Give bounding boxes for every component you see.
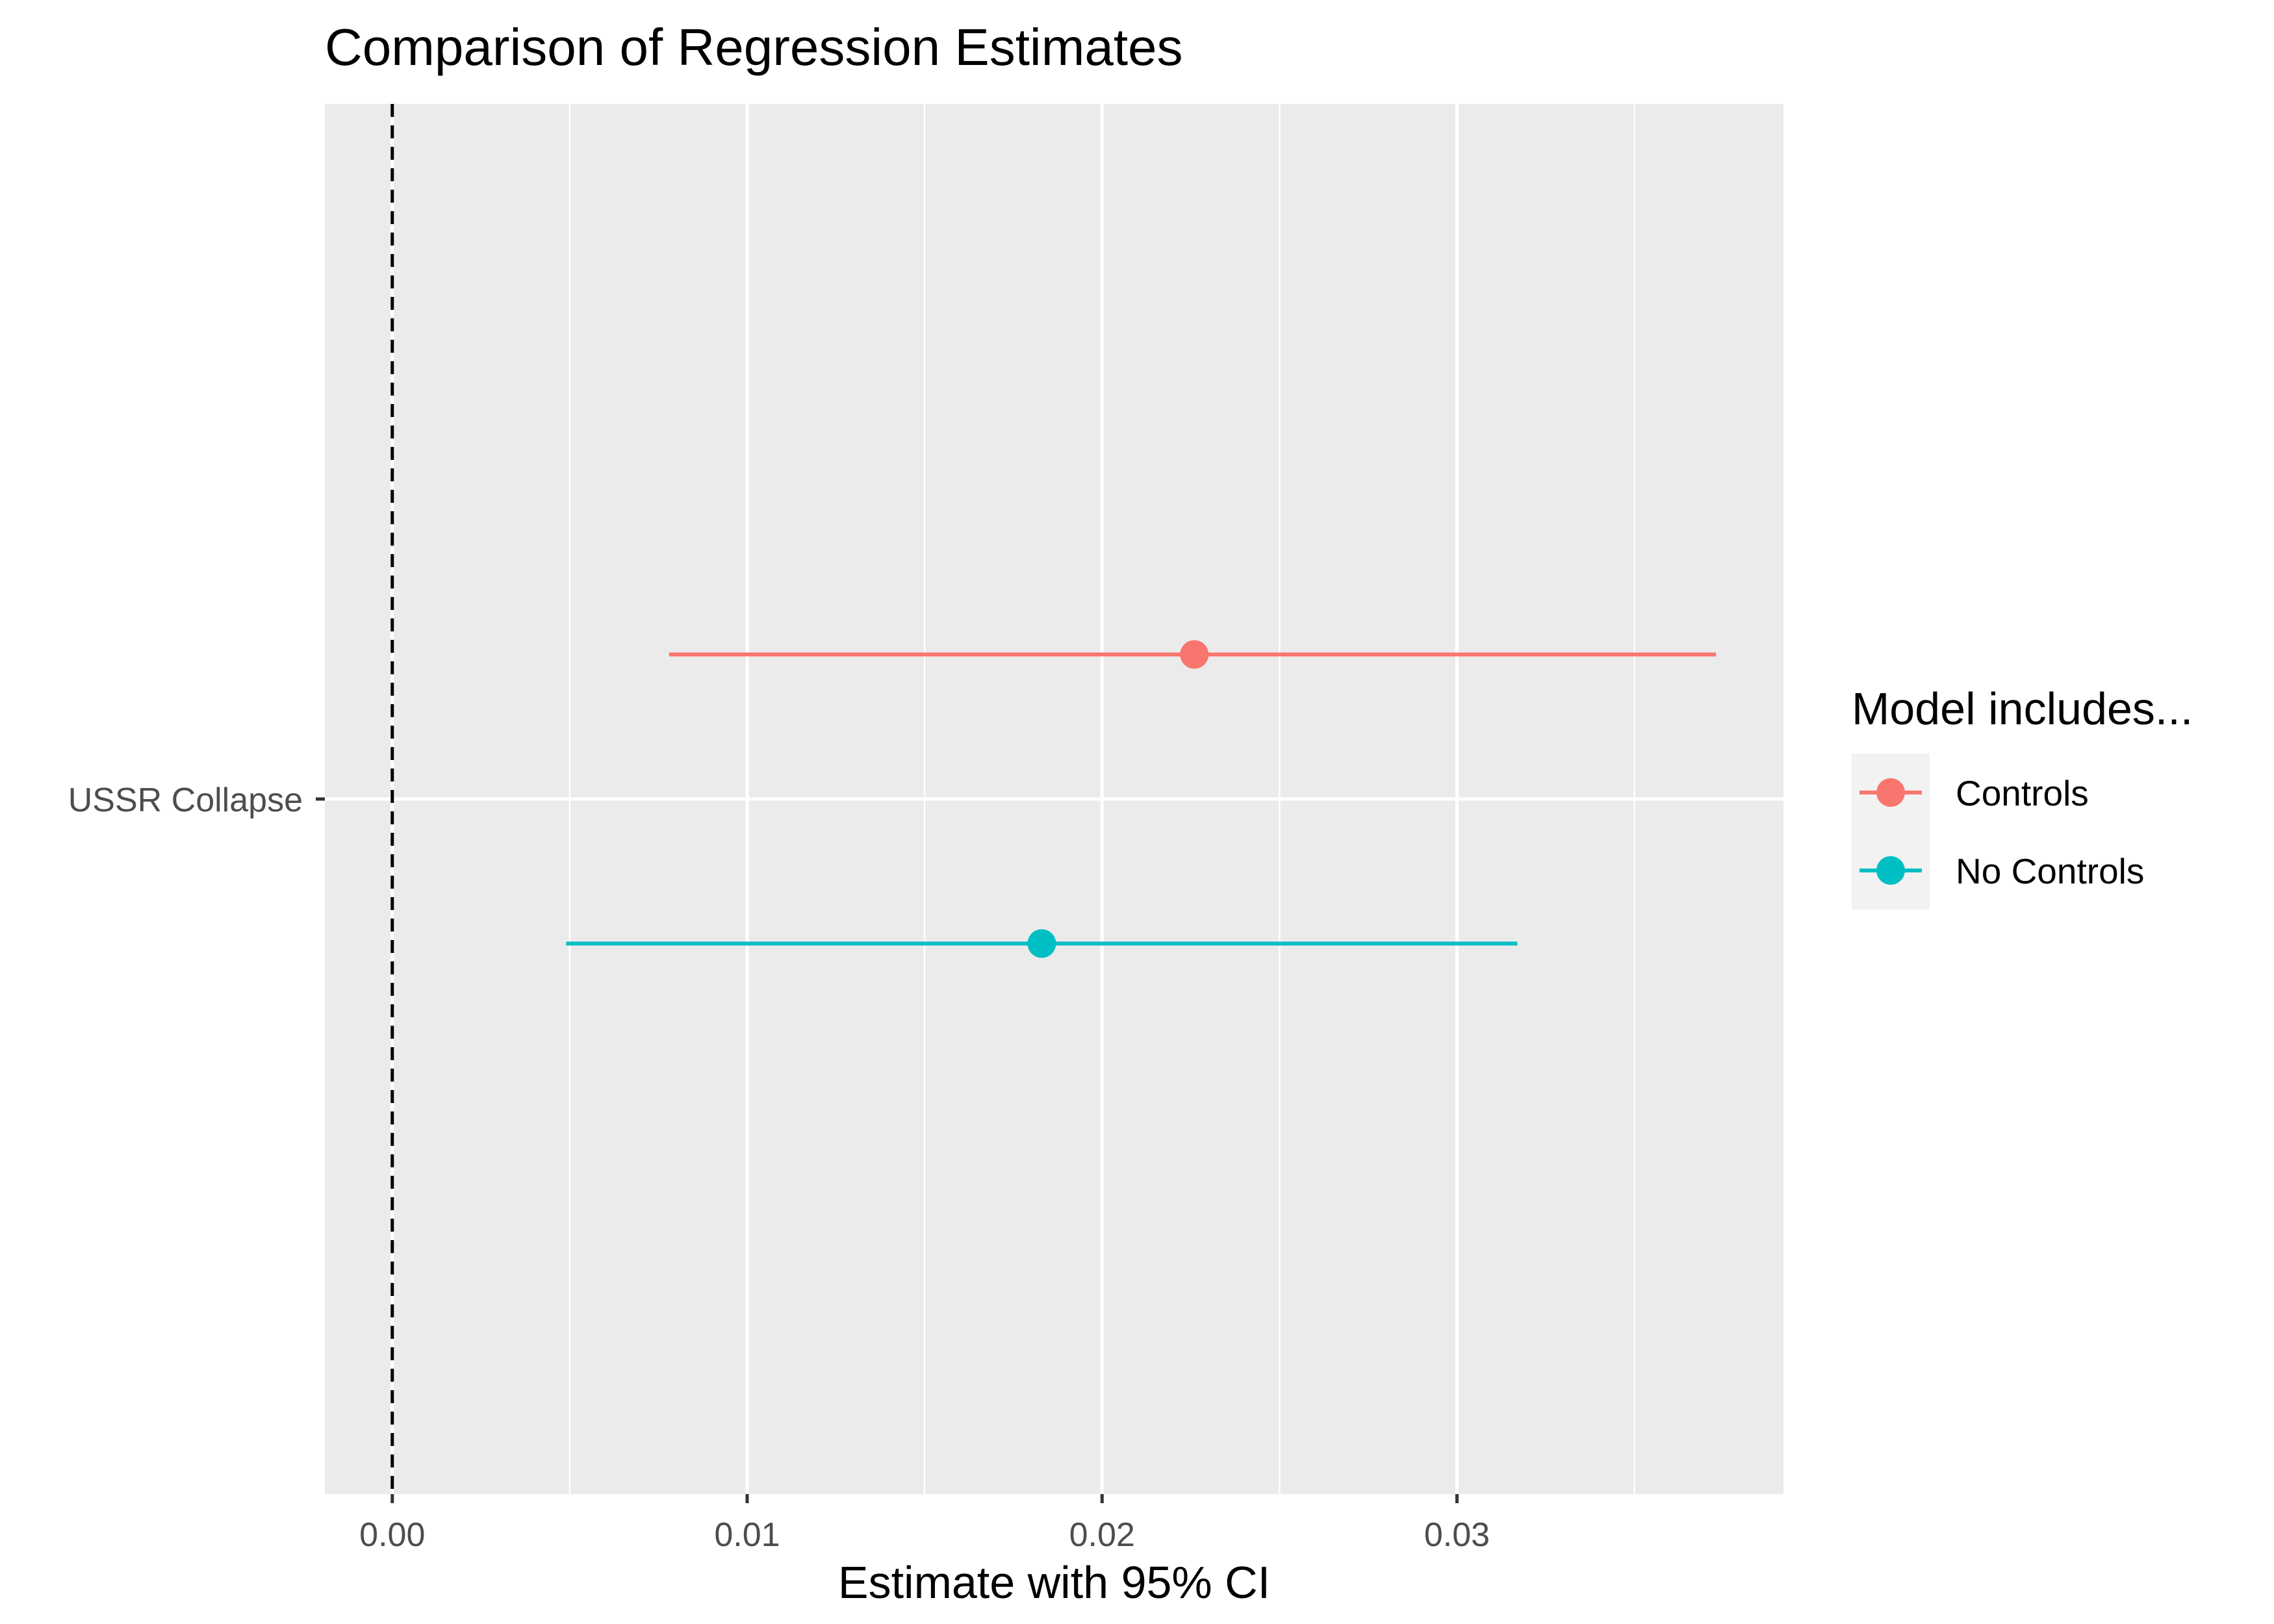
x-tick-label: 0.02 — [1069, 1516, 1135, 1554]
y-tick-label: USSR Collapse — [68, 781, 303, 819]
x-axis: 0.00 0.01 0.02 0.03 — [359, 1494, 1490, 1554]
legend-entry: No Controls — [1859, 851, 2144, 891]
legend-entry: Controls — [1859, 773, 2089, 813]
legend-title: Model includes... — [1852, 683, 2193, 734]
legend-label: No Controls — [1956, 851, 2144, 891]
x-tick-label: 0.03 — [1424, 1516, 1490, 1554]
y-axis: USSR Collapse — [68, 781, 325, 819]
point-estimate — [1027, 929, 1056, 958]
chart-title: Comparison of Regression Estimates — [325, 18, 1183, 76]
legend-label: Controls — [1956, 773, 2089, 813]
legend-key-point — [1876, 856, 1905, 885]
point-estimate — [1180, 640, 1209, 669]
legend-key-background — [1852, 754, 1930, 909]
x-axis-label: Estimate with 95% CI — [838, 1557, 1270, 1608]
x-tick-label: 0.01 — [714, 1516, 780, 1554]
gridlines — [325, 104, 1783, 1494]
x-tick-label: 0.00 — [359, 1516, 425, 1554]
estimate-marks — [566, 640, 1717, 958]
series-no-controls — [566, 929, 1518, 958]
series-controls — [669, 640, 1717, 669]
legend: Model includes... Controls No Controls — [1852, 683, 2193, 909]
legend-key-point — [1876, 778, 1905, 807]
legend-entries: Controls No Controls — [1859, 773, 2144, 891]
